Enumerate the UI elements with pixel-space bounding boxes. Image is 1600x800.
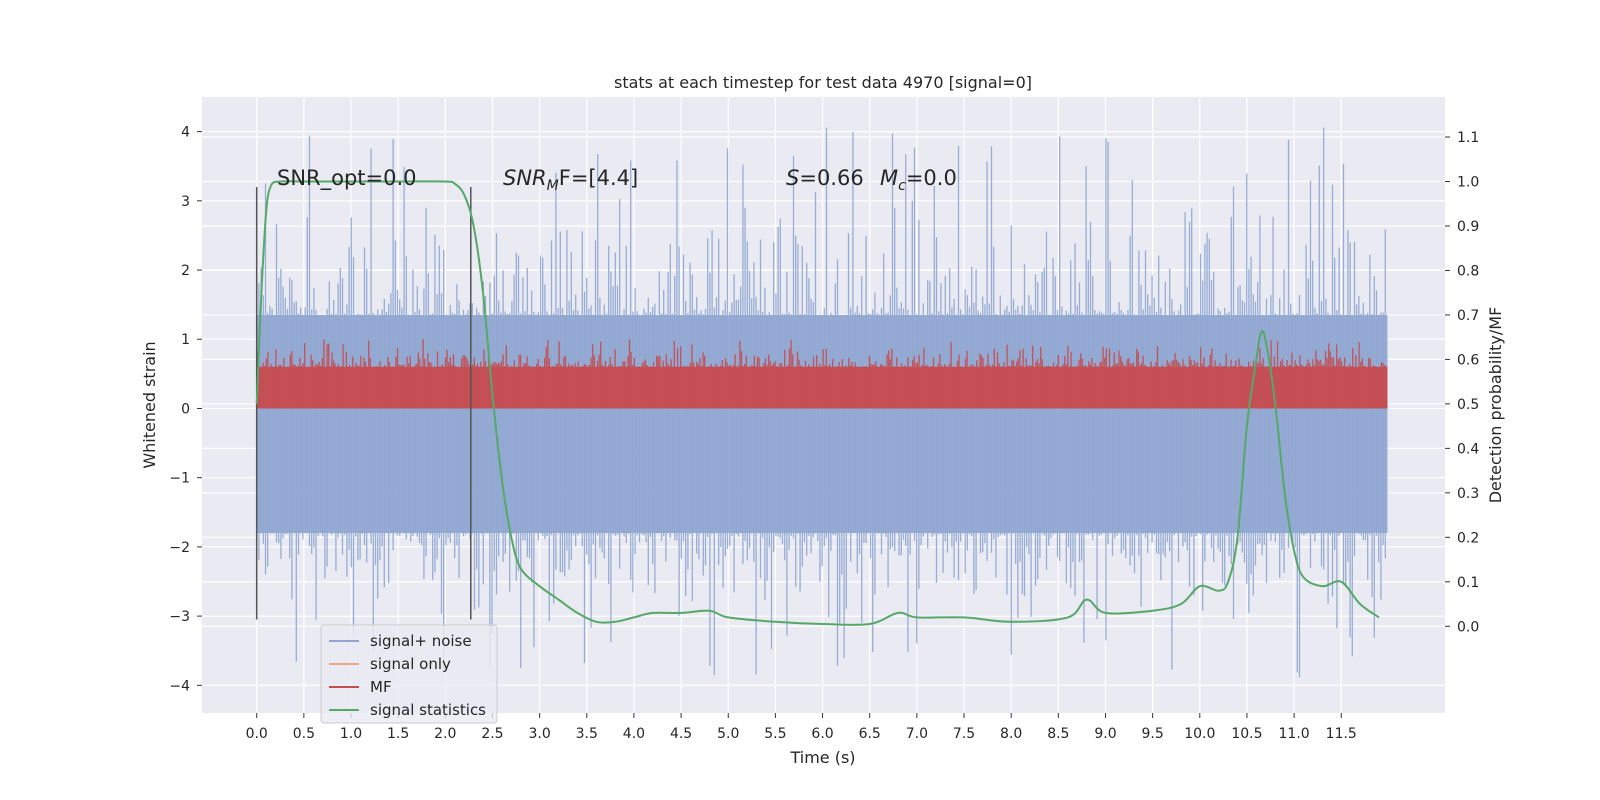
y-right-tick-label: 0.0 [1457, 619, 1479, 635]
legend-label-signal-noise: signal+ noise [370, 632, 472, 650]
legend-label-mf: MF [370, 678, 392, 696]
annotation-s: S=0.66 [786, 166, 864, 190]
y-tick-label: −4 [169, 678, 190, 694]
x-tick-label: 5.0 [717, 726, 739, 742]
y-right-tick-label: 0.7 [1457, 308, 1479, 324]
x-tick-label: 10.0 [1184, 726, 1215, 742]
legend-label-signal-only: signal only [370, 655, 451, 673]
y-tick-label: 3 [181, 194, 190, 210]
annotation-s-value: =0.66 [799, 166, 863, 190]
x-tick-label: 0.0 [246, 726, 268, 742]
series-mf [256, 339, 1388, 409]
y-right-tick-label: 1.1 [1457, 130, 1479, 146]
y-tick-labels: 4 3 2 1 0 −1 −2 −3 −4 [169, 125, 202, 694]
annotation-s-label: S [786, 166, 799, 190]
x-tick-label: 3.0 [528, 726, 550, 742]
x-tick-label: 1.0 [340, 726, 362, 742]
annotation-snr-mf-rest: F=[4.4] [559, 166, 638, 190]
annotation-mc-sub: c [898, 178, 906, 194]
x-tick-label: 0.5 [293, 726, 315, 742]
x-tick-label: 5.5 [764, 726, 786, 742]
chart-title: stats at each timestep for test data 497… [614, 73, 1032, 92]
legend-box [320, 624, 498, 724]
legend: signal+ noise signal only MF signal stat… [320, 624, 498, 724]
x-tick-label: 7.0 [906, 726, 928, 742]
x-tick-label: 10.5 [1231, 726, 1262, 742]
x-tick-label: 9.5 [1142, 726, 1164, 742]
annotation-mc: Mc=0.0 [880, 166, 957, 194]
y-tick-label: 0 [181, 401, 190, 417]
y-axis-title: Whitened strain [140, 341, 159, 468]
y-right-tick-label: 0.2 [1457, 530, 1479, 546]
y-right-tick-label: 0.5 [1457, 397, 1479, 413]
x-tick-label: 9.0 [1094, 726, 1116, 742]
annotation-mc-label: M [880, 166, 898, 190]
y-right-tick-label: 0.3 [1457, 486, 1479, 502]
y-right-tick-label: 0.6 [1457, 352, 1479, 368]
annotation-snr-mf-sub: M [547, 178, 559, 194]
x-tick-label: 1.5 [387, 726, 409, 742]
x-axis-title: Time (s) [789, 748, 855, 767]
x-tick-label: 4.0 [623, 726, 645, 742]
y-tick-label: 1 [181, 332, 190, 348]
annotation-snr-mf: SNRMF=[4.4] [503, 166, 638, 194]
x-tick-label: 2.5 [481, 726, 503, 742]
annotation-snr-mf-base: SNR [503, 166, 547, 190]
x-tick-label: 11.0 [1279, 726, 1310, 742]
y-right-tick-label: 0.8 [1457, 263, 1479, 279]
x-tick-label: 7.5 [953, 726, 975, 742]
x-tick-label: 4.5 [670, 726, 692, 742]
legend-label-signal-statistics: signal statistics [370, 701, 486, 719]
y-right-tick-labels: 1.1 1.0 0.9 0.8 0.7 0.6 0.5 0.4 0.3 0.2 0.1 0.0 [1445, 130, 1479, 635]
y-tick-label: 2 [181, 263, 190, 279]
x-tick-label: 8.5 [1047, 726, 1069, 742]
y-right-axis-title: Detection probability/MF [1486, 307, 1505, 504]
series-signal-statistics [255, 180, 1380, 626]
y-right-tick-label: 0.4 [1457, 441, 1479, 457]
y-right-tick-label: 0.1 [1457, 575, 1479, 591]
annotation-mc-value: =0.0 [906, 166, 957, 190]
y-tick-label: −3 [169, 609, 190, 625]
x-tick-label: 3.5 [576, 726, 598, 742]
x-tick-label: 6.0 [811, 726, 833, 742]
x-tick-label: 8.0 [1000, 726, 1022, 742]
y-right-tick-label: 0.9 [1457, 219, 1479, 235]
y-tick-label: 4 [181, 125, 190, 141]
y-tick-label: −1 [169, 471, 190, 487]
y-right-tick-label: 1.0 [1457, 175, 1479, 191]
x-tick-label: 11.5 [1326, 726, 1357, 742]
y-tick-label: −2 [169, 540, 190, 556]
x-tick-label: 6.5 [859, 726, 881, 742]
x-tick-label: 2.0 [434, 726, 456, 742]
x-tick-labels: 0.0 0.5 1.0 1.5 2.0 2.5 3.0 3.5 4.0 4.5 5.0 5.5 6.0 6… [246, 713, 1357, 742]
annotation-snr-opt: SNR_opt=0.0 [277, 166, 417, 191]
